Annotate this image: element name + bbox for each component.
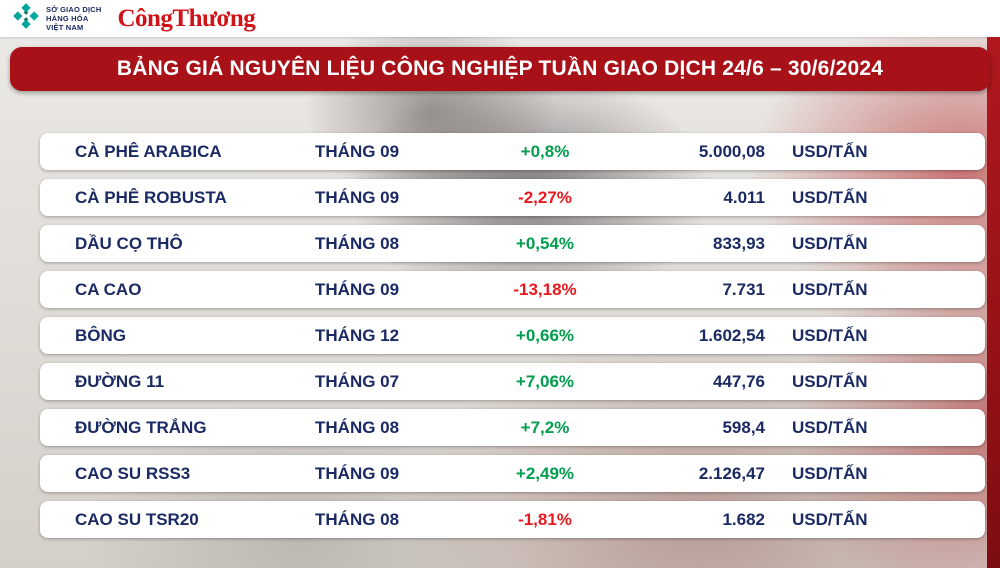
top-header: SỞ GIAO DỊCH HÀNG HÓA VIỆT NAM CôngThươn… (0, 0, 1000, 37)
price-unit: USD/TẤN (792, 325, 868, 345)
price-unit: USD/TẤN (792, 417, 868, 437)
price-unit: USD/TẤN (792, 279, 868, 299)
mxv-logo-line3: VIỆT NAM (46, 23, 84, 32)
contract-month: THÁNG 07 (315, 371, 400, 391)
price-unit: USD/TẤN (792, 463, 868, 483)
mxv-diamond-icon (12, 2, 40, 35)
page-title: BẢNG GIÁ NGUYÊN LIỆU CÔNG NGHIỆP TUẦN GI… (116, 57, 884, 80)
table-row: DẦU CỌ THÔ THÁNG 08 +0,54% 833,93 USD/TẤ… (40, 225, 985, 262)
commodity-name: ĐƯỜNG TRẮNG (75, 417, 207, 437)
price-value: 5.000,08 (698, 141, 765, 161)
mxv-logo: SỞ GIAO DỊCH HÀNG HÓA VIỆT NAM (12, 2, 101, 35)
commodity-name: CAO SU RSS3 (75, 463, 191, 483)
commodity-name: DẦU CỌ THÔ (75, 233, 183, 253)
price-value: 833,93 (713, 233, 765, 253)
price-value: 1.682 (722, 509, 765, 529)
contract-month: THÁNG 09 (315, 463, 400, 483)
weekly-change: +0,54% (515, 233, 575, 253)
contract-month: THÁNG 08 (315, 417, 400, 437)
mxv-logo-line1: SỞ GIAO DỊCH (46, 5, 102, 14)
congthuong-logo: CôngThương (117, 5, 256, 32)
table-row: CAO SU RSS3 THÁNG 09 +2,49% 2.126,47 USD… (40, 455, 985, 492)
table-row: CÀ PHÊ ARABICA THÁNG 09 +0,8% 5.000,08 U… (40, 133, 985, 170)
commodity-name: CÀ PHÊ ROBUSTA (75, 187, 227, 207)
mxv-logo-text: SỞ GIAO DỊCH HÀNG HÓA VIỆT NAM (46, 5, 101, 32)
contract-month: THÁNG 08 (315, 509, 400, 529)
table-row: ĐƯỜNG 11 THÁNG 07 +7,06% 447,76 USD/TẤN (40, 363, 985, 400)
price-unit: USD/TẤN (792, 233, 868, 253)
right-red-strip (987, 37, 1000, 568)
weekly-change: +7,2% (520, 417, 570, 437)
weekly-change: +0,66% (515, 325, 575, 345)
commodity-name: ĐƯỜNG 11 (75, 371, 165, 391)
weekly-change: -1,81% (518, 509, 572, 529)
price-unit: USD/TẤN (792, 509, 868, 529)
contract-month: THÁNG 08 (315, 233, 400, 253)
contract-month: THÁNG 09 (315, 187, 400, 207)
commodity-name: CÀ PHÊ ARABICA (75, 141, 222, 161)
commodity-name: CA CAO (75, 279, 142, 299)
table-row: CÀ PHÊ ROBUSTA THÁNG 09 -2,27% 4.011 USD… (40, 179, 985, 216)
price-value: 447,76 (713, 371, 765, 391)
commodity-name: BÔNG (75, 325, 126, 345)
contract-month: THÁNG 09 (315, 141, 400, 161)
table-row: BÔNG THÁNG 12 +0,66% 1.602,54 USD/TẤN (40, 317, 985, 354)
weekly-change: -2,27% (518, 187, 572, 207)
price-table: CÀ PHÊ ARABICA THÁNG 09 +0,8% 5.000,08 U… (40, 133, 985, 547)
weekly-change: +0,8% (520, 141, 570, 161)
price-value: 7.731 (722, 279, 765, 299)
table-row: ĐƯỜNG TRẮNG THÁNG 08 +7,2% 598,4 USD/TẤN (40, 409, 985, 446)
contract-month: THÁNG 09 (315, 279, 400, 299)
price-value: 2.126,47 (698, 463, 765, 483)
weekly-change: +7,06% (515, 371, 575, 391)
price-unit: USD/TẤN (792, 187, 868, 207)
price-value: 598,4 (722, 417, 765, 437)
weekly-change: -13,18% (513, 279, 577, 299)
price-unit: USD/TẤN (792, 141, 868, 161)
price-unit: USD/TẤN (792, 371, 868, 391)
contract-month: THÁNG 12 (315, 325, 400, 345)
title-banner: BẢNG GIÁ NGUYÊN LIỆU CÔNG NGHIỆP TUẦN GI… (10, 47, 990, 91)
table-row: CAO SU TSR20 THÁNG 08 -1,81% 1.682 USD/T… (40, 501, 985, 538)
price-value: 4.011 (723, 187, 765, 207)
price-value: 1.602,54 (698, 325, 765, 345)
commodity-name: CAO SU TSR20 (75, 509, 199, 529)
mxv-logo-line2: HÀNG HÓA (46, 14, 89, 23)
weekly-change: +2,49% (515, 463, 575, 483)
table-row: CA CAO THÁNG 09 -13,18% 7.731 USD/TẤN (40, 271, 985, 308)
